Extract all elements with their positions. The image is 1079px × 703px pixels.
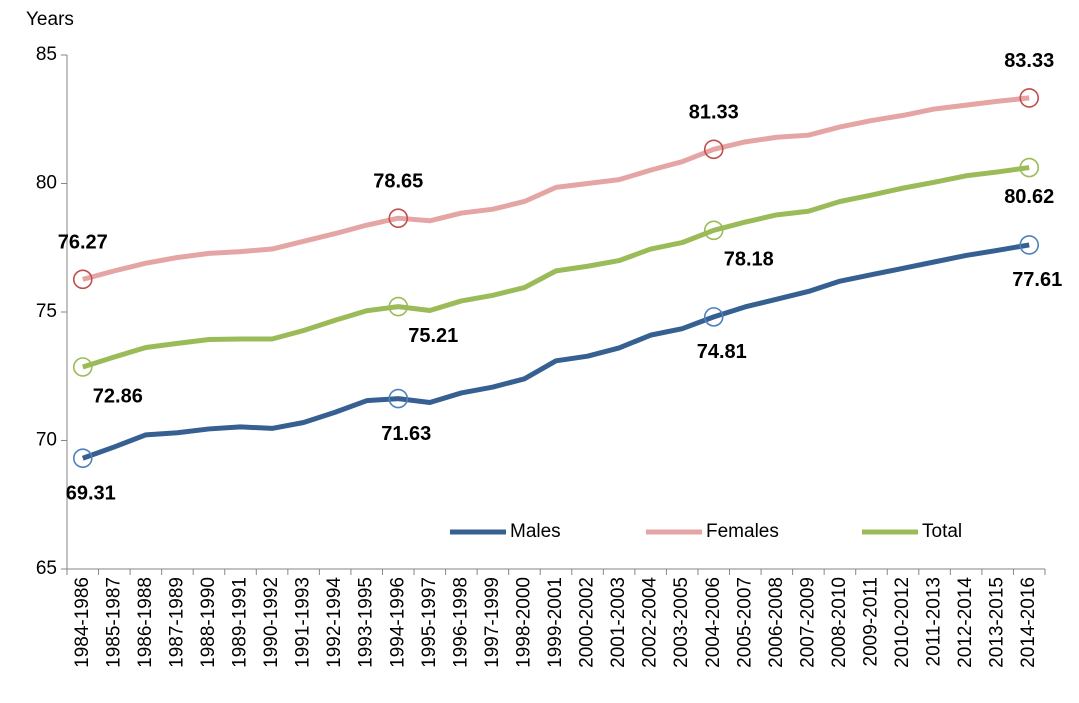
legend-label: Total: [922, 521, 962, 542]
value-label: 71.63: [381, 423, 431, 445]
x-tick-label: 1996-1998: [450, 577, 471, 668]
x-tick-label: 2010-2012: [892, 577, 913, 668]
value-label: 81.33: [689, 102, 739, 124]
x-tick-label: 2003-2005: [671, 577, 692, 668]
x-tick-label: 1985-1987: [103, 577, 124, 668]
value-label: 80.62: [1004, 186, 1054, 208]
value-label: 74.81: [697, 341, 747, 363]
series-line: [82, 95, 1030, 282]
x-tick-label: 1988-1990: [198, 577, 219, 668]
y-tick-label: 70: [36, 430, 57, 451]
x-tick-label: 1987-1989: [166, 577, 187, 668]
x-tick-label: 2007-2009: [797, 577, 818, 668]
value-label: 75.21: [408, 325, 458, 347]
value-label: 69.31: [66, 483, 116, 505]
y-tick-label: 75: [36, 301, 57, 322]
value-label: 77.61: [1012, 269, 1062, 291]
point-marker: [703, 307, 724, 327]
x-tick-label: 2005-2007: [734, 577, 755, 668]
x-tick-label: 2000-2002: [577, 577, 598, 668]
value-label: 78.65: [373, 170, 423, 192]
x-tick-label: 2008-2010: [829, 577, 850, 668]
x-tick-label: 1993-1995: [356, 577, 377, 668]
x-tick-label: 1992-1994: [324, 577, 345, 668]
point-marker: [388, 388, 409, 409]
y-axis-title: Years: [26, 9, 74, 30]
x-tick-label: 1989-1991: [230, 577, 251, 668]
series-line: [82, 165, 1030, 370]
x-tick-label: 1984-1986: [72, 577, 93, 668]
point-marker: [388, 208, 409, 228]
point-marker: [72, 357, 93, 377]
x-tick-label: 2011-2013: [924, 577, 945, 666]
point-marker: [703, 139, 724, 160]
point-marker: [1019, 235, 1040, 255]
point-marker: [72, 448, 93, 469]
y-tick-label: 65: [36, 558, 57, 579]
point-marker: [1019, 157, 1040, 178]
x-tick-label: 2013-2015: [987, 577, 1008, 668]
x-tick-label: 1998-2000: [513, 577, 534, 668]
point-marker: [1019, 88, 1040, 108]
x-tick-label: 1990-1992: [261, 577, 282, 668]
x-tick-label: 1999-2001: [545, 577, 566, 668]
legend-label: Males: [510, 521, 561, 542]
series-line: [81, 242, 1030, 461]
x-tick-label: 2012-2014: [955, 577, 976, 668]
value-label: 83.33: [1004, 50, 1054, 72]
point-marker: [388, 296, 409, 317]
x-tick-label: 1986-1988: [135, 577, 156, 668]
x-tick-label: 2004-2006: [703, 577, 724, 668]
x-tick-label: 1997-1999: [482, 577, 503, 668]
x-tick-label: 1995-1997: [419, 577, 440, 668]
x-tick-label: 2009-2011: [860, 577, 881, 666]
point-marker: [72, 269, 93, 290]
legend-label: Females: [706, 521, 779, 542]
value-label: 76.27: [58, 232, 108, 254]
y-tick-label: 85: [36, 44, 57, 65]
x-tick-label: 2006-2008: [766, 577, 787, 668]
y-tick-label: 80: [36, 173, 57, 194]
x-tick-label: 1994-1996: [387, 577, 408, 668]
x-tick-label: 2014-2016: [1018, 577, 1039, 668]
x-tick-label: 2001-2003: [608, 577, 629, 668]
point-marker: [703, 220, 724, 241]
value-label: 72.86: [93, 385, 143, 407]
value-label: 78.18: [724, 249, 774, 271]
x-tick-label: 2002-2004: [640, 577, 661, 668]
x-tick-label: 1991-1993: [293, 577, 314, 668]
